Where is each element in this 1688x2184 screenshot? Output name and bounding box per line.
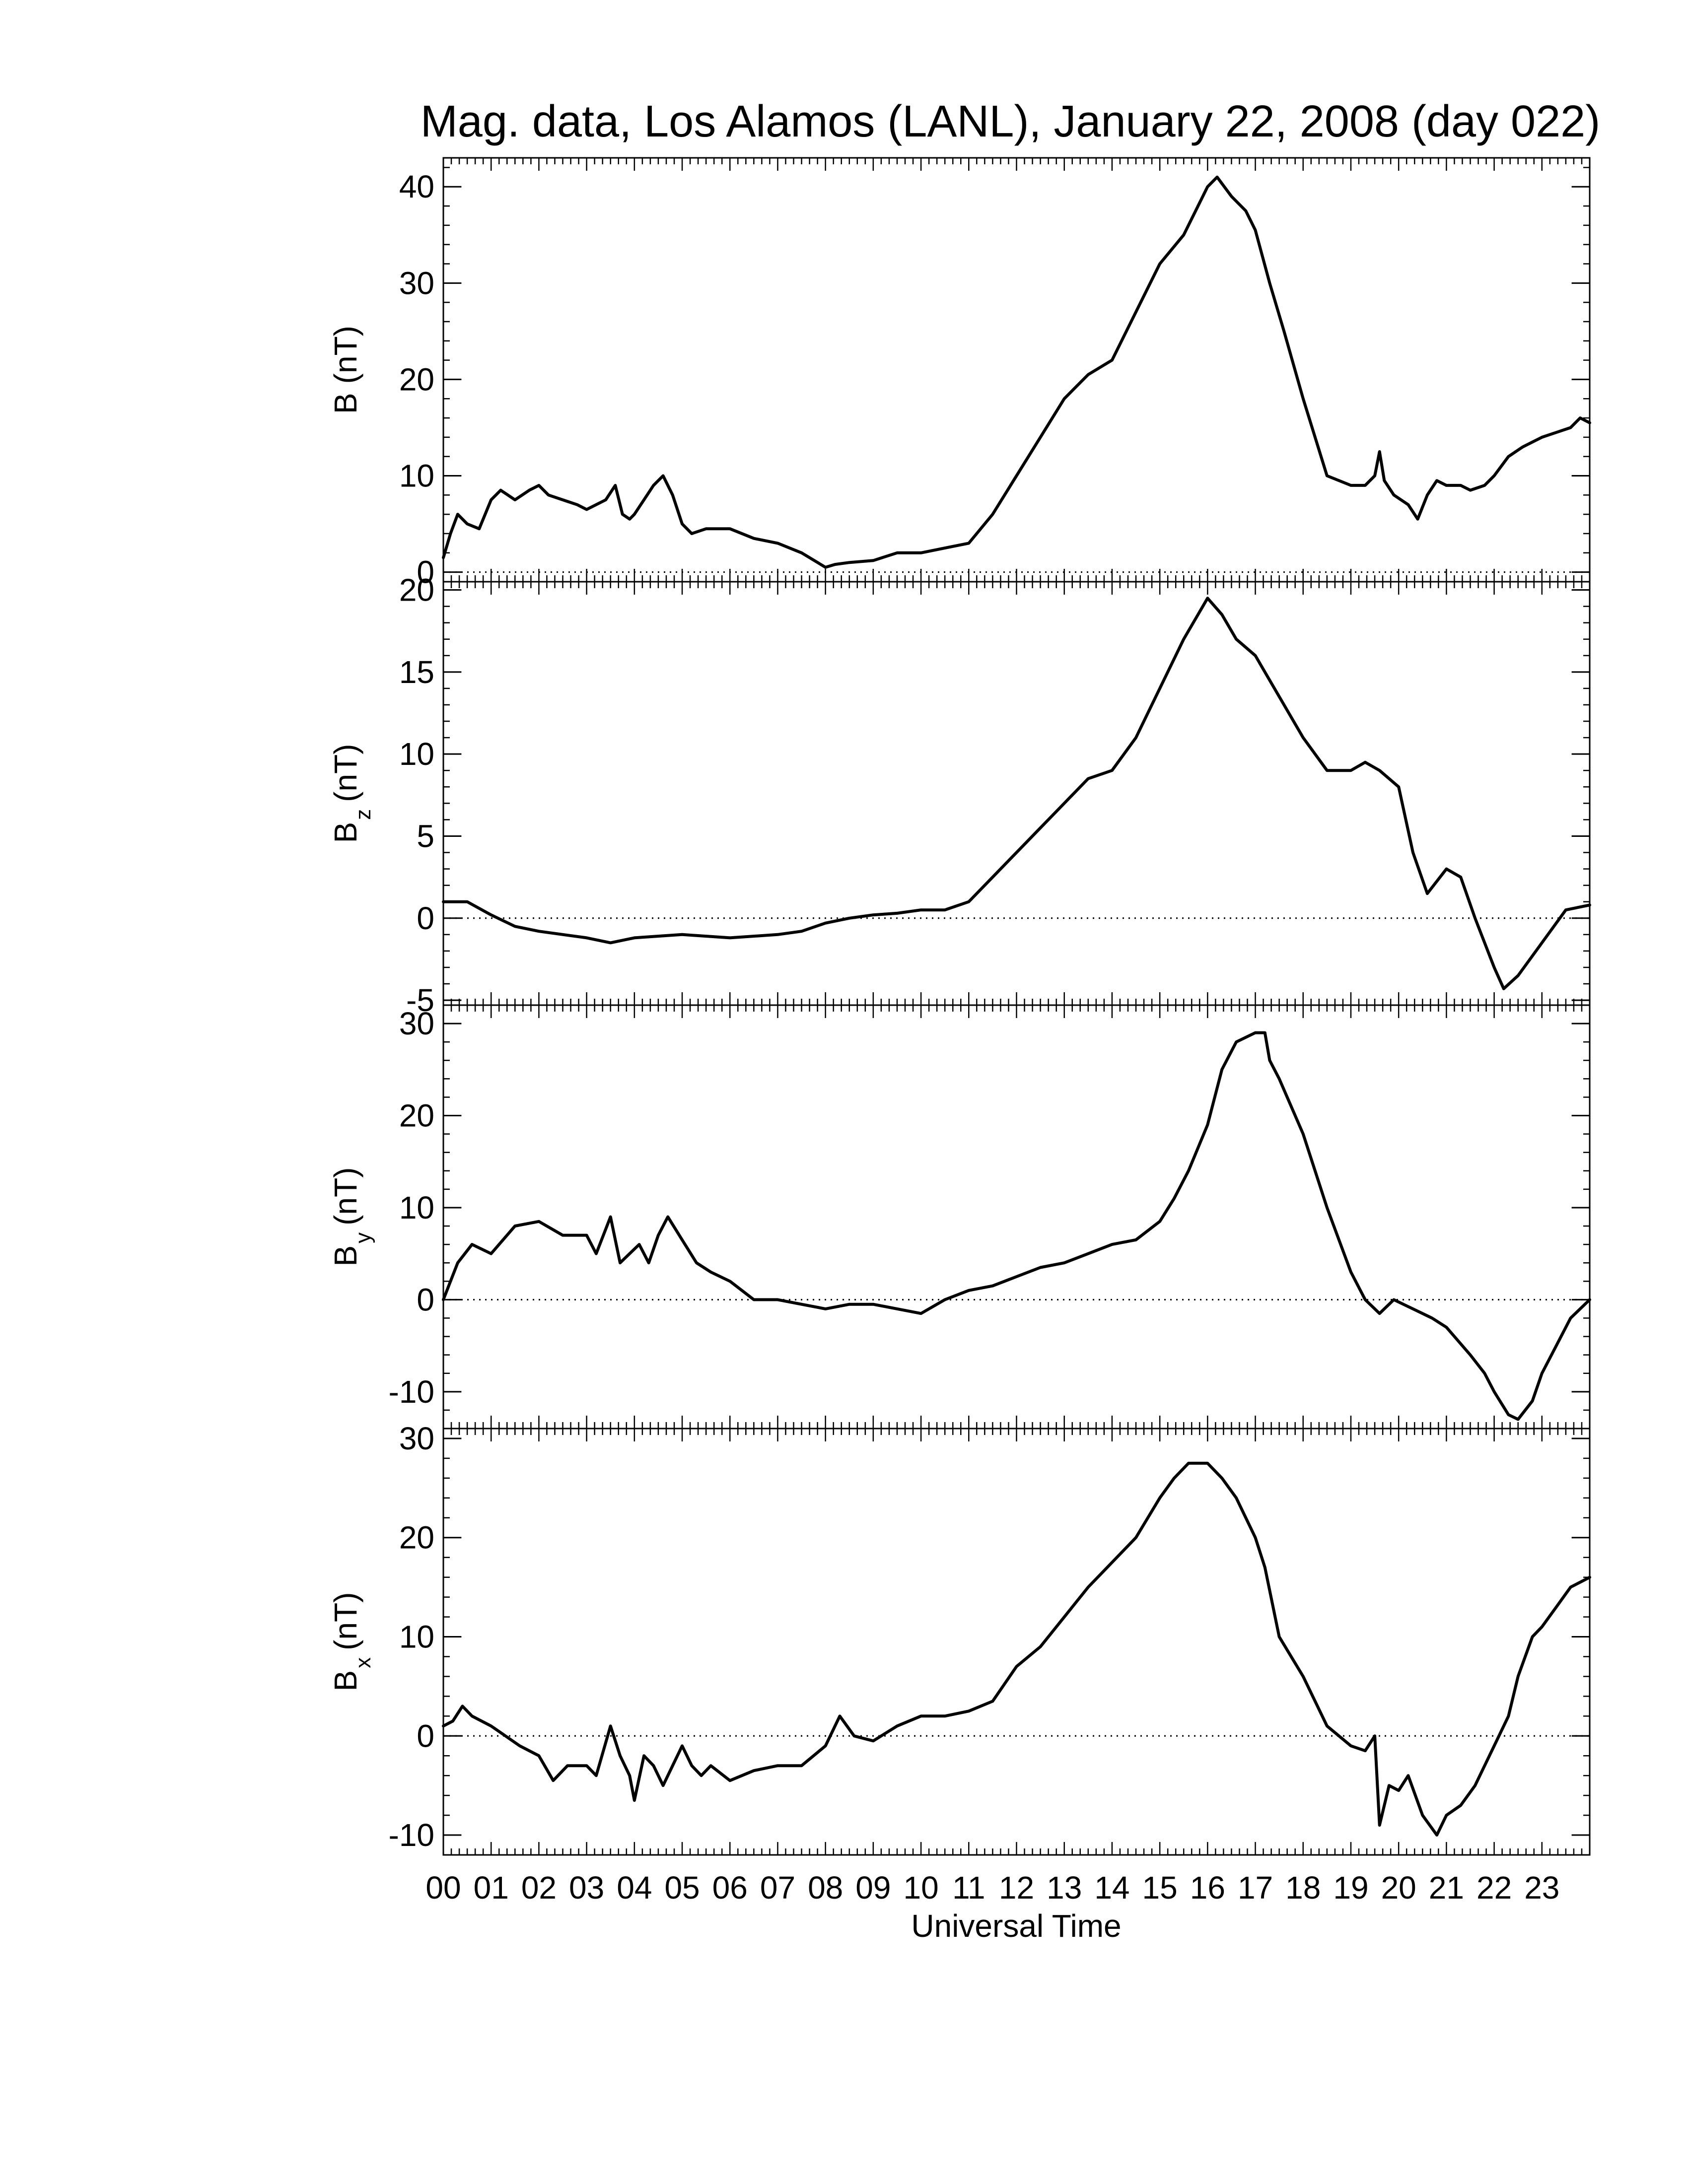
x-tick-label: 17 bbox=[1238, 1870, 1273, 1906]
x-tick-label: 19 bbox=[1333, 1870, 1368, 1906]
y-label-main: B bbox=[328, 393, 363, 414]
panel-1: 0 10 20 30 40 B (nT) bbox=[328, 157, 1591, 590]
x-tick-label: 04 bbox=[617, 1870, 652, 1906]
y-label-subscript: x bbox=[351, 1657, 375, 1668]
y-label-unit: (nT) bbox=[328, 326, 363, 384]
y-tick-label: 30 bbox=[399, 1421, 434, 1456]
y-tick-label: 30 bbox=[399, 1006, 434, 1041]
panel-2: -5 0 5 10 15 20 Bz (nT) bbox=[328, 572, 1591, 1018]
y-tick-label: 10 bbox=[399, 1619, 434, 1655]
x-tick-label: 21 bbox=[1429, 1870, 1464, 1906]
y-axis-label: Bx (nT) bbox=[328, 1592, 375, 1692]
y-label-unit: (nT) bbox=[328, 1167, 363, 1226]
x-tick-label: 03 bbox=[569, 1870, 604, 1906]
y-axis-label: By (nT) bbox=[328, 1167, 375, 1267]
x-tick-label: 12 bbox=[999, 1870, 1034, 1906]
x-tick-label: 13 bbox=[1047, 1870, 1082, 1906]
y-tick-label: 0 bbox=[417, 554, 434, 590]
panel-4: -10 0 10 20 30 Bx (nT) bbox=[328, 1421, 1591, 1856]
y-tick-label: 20 bbox=[399, 1098, 434, 1134]
y-tick-label: -5 bbox=[406, 982, 434, 1018]
x-tick-label: 23 bbox=[1524, 1870, 1559, 1906]
x-tick-label: 09 bbox=[855, 1870, 891, 1906]
x-tick-label: 02 bbox=[521, 1870, 557, 1906]
y-tick-label: 0 bbox=[417, 1282, 434, 1317]
y-label-main: B bbox=[328, 822, 363, 843]
y-label-main: B bbox=[328, 1245, 363, 1267]
y-label-subscript: y bbox=[351, 1232, 375, 1243]
series-line-panel-4 bbox=[442, 1461, 1591, 1837]
x-tick-label: 10 bbox=[903, 1870, 938, 1906]
x-tick-label: 01 bbox=[474, 1870, 509, 1906]
y-tick-label: 10 bbox=[399, 458, 434, 494]
y-tick-label: 0 bbox=[417, 900, 434, 936]
x-tick-label: 14 bbox=[1094, 1870, 1129, 1906]
series-line-panel-2 bbox=[442, 597, 1591, 990]
y-axis-label: Bz (nT) bbox=[328, 744, 375, 843]
x-tick-label: 15 bbox=[1142, 1870, 1178, 1906]
x-tick-label: 06 bbox=[712, 1870, 748, 1906]
x-tick-label: 07 bbox=[760, 1870, 795, 1906]
y-tick-label: 10 bbox=[399, 1190, 434, 1226]
series-line-panel-3 bbox=[442, 1031, 1591, 1421]
y-tick-label: -10 bbox=[389, 1374, 435, 1410]
y-tick-label: 10 bbox=[399, 736, 434, 772]
y-tick-label: -10 bbox=[389, 1817, 435, 1853]
x-tick-label: 20 bbox=[1381, 1870, 1416, 1906]
y-tick-label: 15 bbox=[399, 654, 434, 690]
x-tick-labels: 00 01 02 03 04 05 06 07 08 09 10 11 12 13 14 15 16 17 18 19… bbox=[425, 1870, 1559, 1906]
y-tick-label: 5 bbox=[417, 818, 434, 854]
x-tick-label: 08 bbox=[808, 1870, 843, 1906]
y-tick-label: 0 bbox=[417, 1718, 434, 1754]
x-tick-label: 16 bbox=[1190, 1870, 1225, 1906]
series-line-panel-1 bbox=[442, 175, 1591, 569]
y-tick-label: 20 bbox=[399, 361, 434, 397]
y-tick-label: 40 bbox=[399, 169, 434, 205]
x-tick-label: 00 bbox=[425, 1870, 461, 1906]
x-axis-label: Universal Time bbox=[911, 1908, 1121, 1944]
y-label-subscript: z bbox=[351, 809, 375, 820]
y-tick-label: 20 bbox=[399, 572, 434, 608]
x-tick-label: 11 bbox=[952, 1870, 985, 1906]
y-label-main: B bbox=[328, 1670, 363, 1692]
x-tick-label: 18 bbox=[1285, 1870, 1321, 1906]
chart-title: Mag. data, Los Alamos (LANL), January 22… bbox=[421, 97, 1600, 146]
y-label-unit: (nT) bbox=[328, 744, 363, 802]
y-tick-label: 20 bbox=[399, 1520, 434, 1556]
x-tick-label: 22 bbox=[1477, 1870, 1512, 1906]
y-tick-label: 30 bbox=[399, 265, 434, 301]
y-axis-label: B (nT) bbox=[328, 326, 363, 414]
panels-container: 0 10 20 30 40 B (nT) -5 0 5 10 15 20 Bz (nT) -10 0 10 20 30… bbox=[328, 157, 1591, 1856]
y-label-unit: (nT) bbox=[328, 1592, 363, 1650]
x-tick-label: 05 bbox=[664, 1870, 700, 1906]
